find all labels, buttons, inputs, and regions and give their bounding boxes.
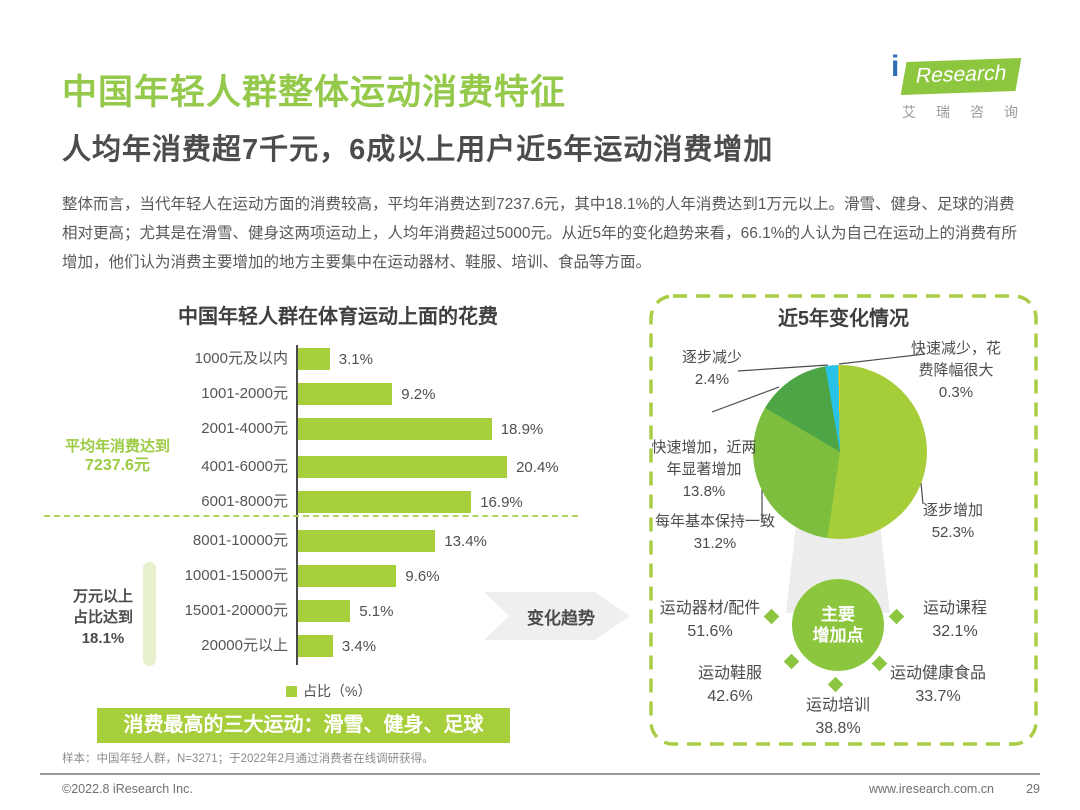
category-label: 20000元以上 (201, 637, 288, 654)
trend-arrow: 变化趋势 (484, 592, 630, 640)
category-label: 8001-10000元 (192, 532, 288, 549)
bar-row: 1000元及以内 3.1% (62, 348, 373, 370)
increase-point: 运动健康食品 33.7% (889, 665, 986, 705)
top-sports-banner: 消费最高的三大运动：滑雪、健身、足球 (97, 708, 510, 743)
footer-copyright: ©2022.8 iResearch Inc. (62, 782, 193, 796)
bar-row: 8001-10000元 13.4% (62, 530, 487, 552)
body-text: 整体而言，当代年轻人在运动方面的消费较高，平均年消费达到7237.6元，其中18… (62, 196, 1018, 271)
bar-row: 1001-2000元 9.2% (62, 383, 436, 405)
pie-chart (753, 365, 927, 539)
increase-point: 运动鞋服 42.6% (697, 665, 762, 705)
highlight-capsule (143, 562, 156, 666)
category-label: 1001-2000元 (201, 385, 288, 402)
value-bar (298, 635, 333, 657)
pie-label: 快速减少，花费降幅很大 0.3% (910, 340, 1001, 401)
value-label: 5.1% (359, 602, 394, 620)
page-subtitle: 人均年消费超7千元，6成以上用户近5年运动消费增加 (62, 134, 774, 166)
iresearch-logo: i Research 艾瑞咨询 (888, 50, 1038, 122)
over-10k-annotation: 万元以上 占比达到 18.1% (72, 588, 133, 647)
pie-label: 每年基本保持一致 31.2% (654, 513, 775, 552)
bar-chart-axis (296, 345, 298, 665)
increase-point: 运动课程 32.1% (922, 600, 987, 640)
value-bar (298, 530, 436, 552)
legend-label: 占比（%） (303, 683, 372, 699)
value-label: 16.9% (480, 493, 523, 511)
value-label: 13.4% (444, 532, 487, 550)
footer-site-url: www.iresearch.com.cn (868, 782, 994, 796)
category-label: 2001-4000元 (201, 420, 288, 437)
footer-divider (40, 773, 1040, 775)
bar-row: 2001-4000元 18.9% (62, 418, 543, 440)
logo-chinese-name: 艾瑞咨询 (902, 104, 1038, 120)
bar-row: 6001-8000元 16.9% (62, 491, 523, 513)
value-label: 3.4% (341, 637, 377, 655)
value-label: 18.9% (500, 420, 544, 438)
value-label: 9.6% (405, 567, 440, 585)
value-label: 3.1% (338, 350, 373, 368)
page-title: 中国年轻人群整体运动消费特征 (62, 73, 567, 112)
increase-point: 运动器材/配件 51.6% (659, 600, 761, 640)
bar-row: 10001-15000元 9.6% (62, 565, 440, 587)
value-label: 9.2% (401, 385, 436, 403)
logo-i-icon: i (891, 50, 900, 83)
category-label: 6001-8000元 (201, 493, 288, 510)
pie-label: 逐步减少 2.4% (681, 349, 742, 388)
bar-chart-title: 中国年轻人群在体育运动上面的花费 (178, 306, 498, 328)
value-bar (298, 383, 393, 405)
increase-point: 运动培训 38.8% (805, 697, 870, 737)
value-bar (298, 418, 492, 440)
category-label: 4001-6000元 (201, 458, 288, 475)
sample-note: 样本：中国年轻人群，N=3271；于2022年2月通过消费者在线调研获得。 (62, 753, 434, 765)
diamond-icon (783, 653, 800, 670)
value-bar (298, 348, 330, 370)
footer-page-number: 29 (1026, 782, 1040, 796)
logo-wordmark: Research (900, 58, 1022, 95)
pie-chart-title: 近5年变化情况 (777, 308, 910, 330)
category-label: 1000元及以内 (194, 350, 288, 367)
value-bar (298, 491, 472, 513)
category-label: 15001-20000元 (184, 602, 288, 619)
chart-legend: 占比（%） (286, 681, 371, 701)
diamond-icon (827, 676, 844, 693)
bar-row: 20000元以上 3.4% (62, 635, 376, 657)
value-label: 20.4% (516, 458, 559, 476)
legend-square-icon (286, 685, 297, 697)
avg-spend-annotation: 平均年消费达到 7237.6元 (64, 438, 170, 474)
value-bar (298, 600, 351, 622)
pie-label: 逐步增加 52.3% (922, 502, 983, 541)
dashed-divider (44, 515, 578, 517)
main-increase-circle: 主要 增加点 (792, 579, 884, 671)
trend-arrow-label: 变化趋势 (527, 608, 595, 628)
bar-row: 4001-6000元 20.4% (62, 456, 559, 478)
diamond-icon (888, 608, 905, 625)
bar-row: 15001-20000元 5.1% (62, 600, 393, 622)
value-bar (298, 565, 397, 587)
category-label: 10001-15000元 (184, 567, 288, 584)
value-bar (298, 456, 508, 478)
pie-label: 快速增加，近两年显著增加 13.8% (651, 439, 757, 500)
